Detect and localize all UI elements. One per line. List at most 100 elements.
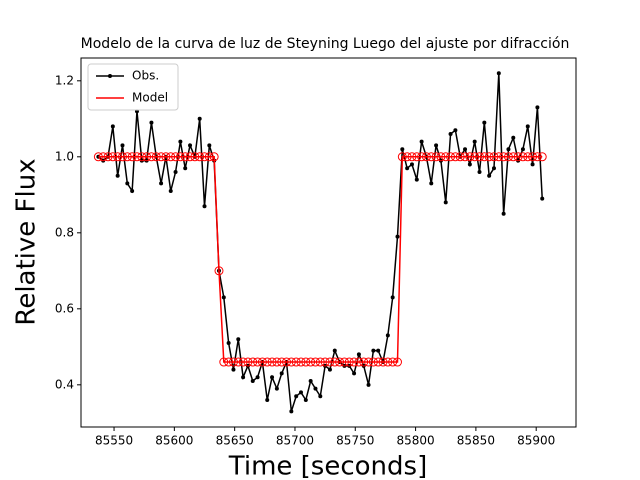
point [405, 166, 410, 171]
point [368, 357, 378, 367]
point [518, 152, 528, 162]
x-tick-label: 85700 [276, 434, 314, 448]
point [296, 357, 306, 367]
point [221, 295, 226, 300]
point [151, 152, 161, 162]
point [236, 337, 241, 342]
point [412, 152, 422, 162]
point [253, 357, 263, 367]
point [494, 152, 504, 162]
point [339, 357, 349, 367]
point [489, 152, 499, 162]
point [506, 147, 511, 152]
point [426, 152, 436, 162]
point [520, 147, 525, 152]
point [366, 382, 371, 387]
point [385, 333, 390, 338]
chart-title: Modelo de la curva de luz de Steyning Lu… [81, 36, 570, 52]
x-tick-label: 85650 [216, 434, 254, 448]
point [475, 152, 485, 162]
point [455, 152, 465, 162]
point [409, 162, 414, 167]
point [352, 371, 357, 376]
point [325, 357, 335, 367]
point [197, 116, 202, 121]
point [436, 152, 446, 162]
point [113, 152, 123, 162]
point [233, 357, 243, 367]
point [390, 295, 395, 300]
point [282, 357, 292, 367]
x-tick-label: 85850 [457, 434, 495, 448]
point [501, 211, 506, 216]
point [532, 152, 542, 162]
point [484, 152, 494, 162]
point [359, 357, 369, 367]
point [313, 386, 318, 391]
point [407, 152, 417, 162]
point [511, 135, 516, 140]
point [417, 152, 427, 162]
point [421, 152, 431, 162]
point [185, 152, 195, 162]
point [499, 152, 509, 162]
point [503, 152, 513, 162]
point [243, 357, 253, 367]
point [209, 152, 219, 162]
x-tick-label: 85550 [95, 434, 133, 448]
point [301, 357, 311, 367]
point [318, 394, 323, 399]
point [279, 371, 284, 376]
point [265, 398, 270, 403]
x-tick-label: 85900 [517, 434, 555, 448]
point [166, 152, 176, 162]
point [149, 120, 154, 125]
legend-marker [108, 74, 112, 78]
point [291, 357, 301, 367]
point [202, 204, 207, 209]
point [142, 152, 152, 162]
point [306, 357, 316, 367]
point [460, 152, 470, 162]
point [255, 375, 260, 380]
point [467, 162, 472, 167]
x-tick-label: 85800 [396, 434, 434, 448]
point [477, 170, 482, 175]
legend: Obs. Model [87, 63, 179, 111]
point [115, 173, 120, 178]
point [161, 152, 171, 162]
point [310, 357, 320, 367]
point [327, 367, 332, 372]
point [371, 348, 376, 353]
legend-label: Obs. [132, 69, 159, 83]
point [214, 266, 224, 276]
point [465, 152, 475, 162]
plot-frame [80, 57, 577, 428]
point [496, 71, 501, 76]
point [228, 357, 238, 367]
series-line [97, 73, 543, 412]
point [491, 166, 496, 171]
point [537, 152, 547, 162]
point [383, 357, 393, 367]
point [402, 152, 412, 162]
point [241, 375, 246, 380]
point [183, 166, 188, 171]
point [171, 152, 181, 162]
point [453, 128, 458, 133]
x-tick-label: 85600 [155, 434, 193, 448]
point [530, 162, 535, 167]
x-axis-label: Time [seconds] [228, 452, 427, 480]
point [299, 390, 303, 395]
point [472, 139, 477, 144]
point [414, 177, 419, 182]
point [479, 152, 489, 162]
point [376, 348, 381, 353]
point [364, 357, 374, 367]
y-axis-label: Relative Flux [12, 158, 42, 325]
point [274, 386, 279, 391]
point [207, 143, 212, 148]
point [156, 152, 166, 162]
legend-label: Model [132, 91, 168, 105]
